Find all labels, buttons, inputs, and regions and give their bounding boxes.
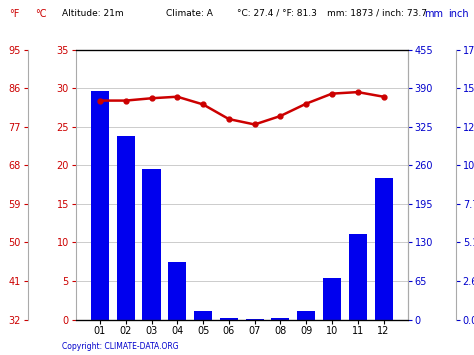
Text: °F: °F bbox=[9, 9, 20, 19]
Bar bbox=[91, 91, 109, 320]
Bar bbox=[220, 318, 238, 320]
Bar bbox=[323, 278, 341, 320]
Bar bbox=[246, 319, 264, 320]
Bar bbox=[374, 178, 392, 320]
Text: °C: °C bbox=[36, 9, 47, 19]
Text: °C: 27.4 / °F: 81.3: °C: 27.4 / °F: 81.3 bbox=[237, 9, 317, 18]
Text: mm: 1873 / inch: 73.7: mm: 1873 / inch: 73.7 bbox=[327, 9, 427, 18]
Text: Copyright: CLIMATE-DATA.ORG: Copyright: CLIMATE-DATA.ORG bbox=[62, 343, 178, 351]
Bar bbox=[168, 262, 186, 320]
Bar bbox=[143, 169, 161, 320]
Bar bbox=[349, 234, 367, 320]
Text: mm: mm bbox=[424, 9, 443, 19]
Bar bbox=[117, 136, 135, 320]
Text: inch: inch bbox=[448, 9, 469, 19]
Bar bbox=[272, 318, 290, 320]
Text: Altitude: 21m: Altitude: 21m bbox=[62, 9, 123, 18]
Bar bbox=[194, 311, 212, 320]
Text: Climate: A: Climate: A bbox=[166, 9, 213, 18]
Bar bbox=[297, 311, 315, 320]
